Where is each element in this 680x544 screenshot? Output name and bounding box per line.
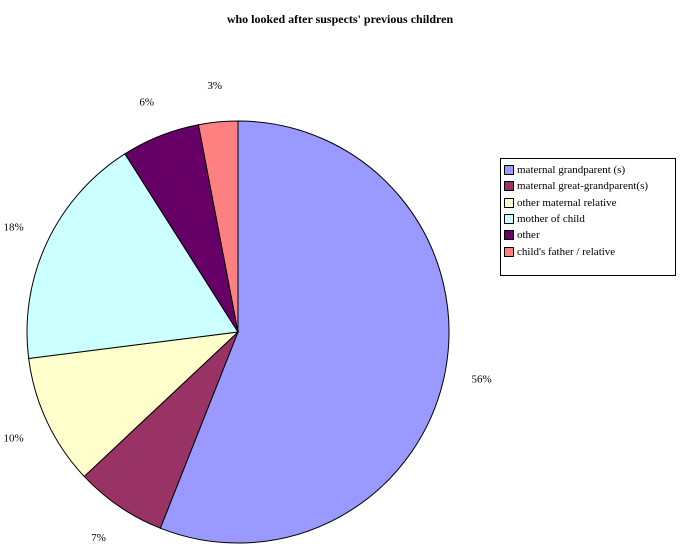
pie-slice-other-maternal-relative <box>28 331 240 478</box>
legend-item-child-s-father-relative: child's father / relative <box>504 243 675 259</box>
pie-label-child-s-father-relative: 3% <box>207 80 222 92</box>
legend-item-other-maternal-relative: other maternal relative <box>504 195 675 211</box>
pie-label-maternal-grandparent-s: 56% <box>472 373 492 385</box>
pie-slice-maternal-grandparent-s <box>159 120 450 544</box>
legend-swatch <box>504 181 514 192</box>
legend-label: maternal grandparent (s) <box>517 164 626 177</box>
legend-item-other: other <box>504 227 675 243</box>
legend-swatch <box>504 165 514 176</box>
legend-swatch <box>504 246 514 257</box>
pie-label-other: 6% <box>139 96 154 108</box>
pie-slice-child-s-father-relative <box>197 120 239 333</box>
pie-slice-mother-of-child <box>26 153 239 360</box>
legend-item-mother-of-child: mother of child <box>504 211 675 227</box>
chart-legend: maternal grandparent (s) maternal great-g… <box>500 158 676 276</box>
legend-swatch <box>504 214 514 225</box>
legend-item-maternal-great-grandparent-s: maternal great-grandparent(s) <box>504 178 675 194</box>
pie-label-mother-of-child: 18% <box>4 221 24 233</box>
pie-labels: 56% 7% 10% 18% 6% 3% <box>4 80 492 544</box>
legend-label: child's father / relative <box>517 245 616 258</box>
chart-title: who looked after suspects' previous chil… <box>226 12 454 26</box>
legend-label: mother of child <box>517 213 585 226</box>
pie-slices <box>26 120 450 544</box>
legend-label: other maternal relative <box>517 196 617 209</box>
pie-label-other-maternal-relative: 10% <box>4 433 24 445</box>
legend-swatch <box>504 230 514 241</box>
legend-swatch <box>504 197 514 208</box>
pie-label-maternal-great-grandparent-s: 7% <box>91 532 106 544</box>
legend-label: maternal great-grandparent(s) <box>517 180 649 193</box>
legend-label: other <box>517 229 540 242</box>
legend-item-maternal-grandparent-s: maternal grandparent (s) <box>504 162 675 178</box>
